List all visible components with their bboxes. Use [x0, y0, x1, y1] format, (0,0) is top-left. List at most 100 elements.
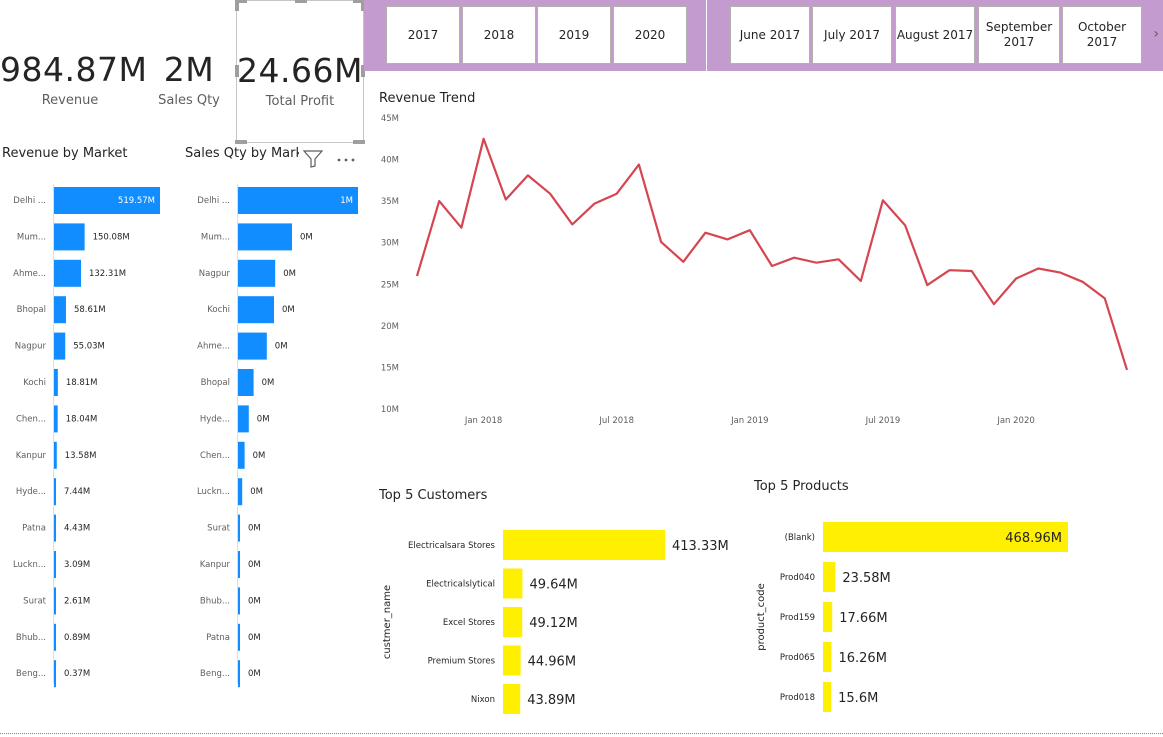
- top-customers-title: Top 5 Customers: [379, 488, 488, 503]
- category-label: Bhub...: [16, 633, 46, 643]
- month-button-september-2017[interactable]: September 2017: [978, 6, 1060, 64]
- kpi-sales-qty-card[interactable]: 2M Sales Qty: [140, 0, 238, 143]
- category-label: Hyde...: [16, 487, 46, 497]
- bar: [503, 645, 521, 676]
- data-label: 468.96M: [1005, 531, 1062, 546]
- bar: [238, 405, 249, 433]
- category-label: Nagpur: [199, 269, 231, 279]
- data-label: 3.09M: [64, 560, 90, 570]
- bar: [54, 187, 160, 214]
- resize-handle-bottom-left[interactable]: [235, 140, 247, 144]
- category-label: Nixon: [471, 695, 495, 705]
- bar: [823, 522, 1068, 552]
- category-label: Luckn...: [197, 487, 230, 497]
- more-options-icon[interactable]: [336, 157, 356, 163]
- year-button-2017[interactable]: 2017: [386, 6, 460, 64]
- data-label: 13.58M: [65, 451, 97, 461]
- chevron-right-icon[interactable]: ›: [1153, 26, 1159, 42]
- month-slicer: June 2017 July 2017 August 2017 Septembe…: [707, 0, 1163, 71]
- bar: [823, 682, 832, 712]
- y-tick-label: 20M: [381, 322, 399, 332]
- month-button-august-2017[interactable]: August 2017: [895, 6, 975, 64]
- bar: [54, 296, 66, 324]
- revenue-trend-title: Revenue Trend: [379, 91, 476, 106]
- y-tick-label: 45M: [381, 114, 399, 124]
- data-label: 0M: [283, 269, 296, 279]
- category-label: Bhub...: [200, 596, 230, 606]
- x-tick-label: Jul 2019: [865, 416, 901, 426]
- x-tick-label: Jan 2020: [996, 416, 1034, 426]
- x-tick-label: Jul 2018: [598, 416, 634, 426]
- category-label: Patna: [206, 633, 230, 643]
- data-label: 18.04M: [66, 414, 98, 424]
- data-label: 49.64M: [529, 578, 577, 593]
- data-label: 0M: [282, 305, 295, 315]
- bar: [503, 607, 523, 637]
- data-label: 0M: [248, 596, 261, 606]
- kpi-revenue-value: 984.87M: [0, 50, 148, 89]
- category-label: Nagpur: [15, 342, 47, 352]
- top-products-chart: product_code (Blank) 468.96M Prod040 23.58M P…: [756, 522, 1068, 712]
- y-tick-label: 35M: [381, 197, 399, 207]
- y-tick-label: 40M: [381, 156, 399, 166]
- data-label: 150.08M: [93, 232, 130, 242]
- month-button-june-2017[interactable]: June 2017: [730, 6, 810, 64]
- bar: [238, 187, 358, 214]
- resize-handle-top-right[interactable]: [353, 0, 365, 3]
- year-slicer: 2017 2018 2019 2020: [364, 0, 706, 71]
- bar: [238, 296, 274, 324]
- data-label: 0M: [248, 524, 261, 534]
- month-button-october-2017[interactable]: October 2017: [1062, 6, 1142, 64]
- category-label: Ahme...: [197, 342, 230, 352]
- category-label: Hyde...: [200, 414, 230, 424]
- year-button-2018[interactable]: 2018: [462, 6, 536, 64]
- kpi-revenue-card[interactable]: 984.87M Revenue: [0, 0, 148, 143]
- kpi-total-profit-card[interactable]: 24.66M Total Profit: [235, 0, 365, 144]
- resize-handle-bottom-right[interactable]: [353, 140, 365, 144]
- bar: [238, 587, 240, 615]
- kpi-revenue-label: Revenue: [41, 93, 99, 108]
- data-label: 58.61M: [74, 305, 106, 315]
- year-button-2019[interactable]: 2019: [537, 6, 611, 64]
- bar: [503, 568, 523, 599]
- data-label: 49.12M: [529, 616, 577, 631]
- bar: [54, 623, 56, 651]
- resize-handle-right-top[interactable]: [361, 0, 365, 11]
- category-label: Bhopal: [17, 305, 46, 315]
- revenue-by-market-chart: Delhi ... 519.57M Mum... 150.08M Ahme... 132.…: [13, 184, 160, 688]
- sales-qty-by-market-title: Sales Qty by Mark: [185, 146, 299, 161]
- category-label: Chen...: [16, 414, 46, 424]
- bar: [238, 441, 245, 469]
- bar: [503, 530, 665, 560]
- data-label: 43.89M: [527, 693, 575, 708]
- resize-handle-top[interactable]: [295, 0, 307, 3]
- resize-handle-left[interactable]: [235, 65, 239, 77]
- resize-handle-left-top[interactable]: [235, 0, 239, 11]
- month-button-july-2017[interactable]: July 2017: [812, 6, 892, 64]
- data-label: 0M: [248, 633, 261, 643]
- category-label: Delhi ...: [13, 196, 46, 206]
- resize-handle-right[interactable]: [361, 65, 365, 77]
- y-axis-title: custmer_name: [382, 585, 393, 659]
- category-label: Chen...: [200, 451, 230, 461]
- bar: [54, 478, 56, 506]
- data-label: 1M: [340, 196, 353, 206]
- bar: [54, 405, 58, 433]
- bar: [54, 587, 56, 615]
- data-label: 0M: [248, 669, 261, 679]
- data-label: 18.81M: [66, 378, 98, 388]
- data-label: 44.96M: [528, 655, 576, 670]
- category-label: Kochi: [23, 378, 46, 388]
- category-label: Mum...: [17, 232, 46, 242]
- sales-qty-by-market-chart: Delhi ... 1M Mum... 0M Nagpur 0M Kochi 0M Ahme..…: [197, 184, 358, 688]
- bar: [54, 441, 57, 469]
- data-label: 15.6M: [838, 691, 878, 706]
- bar: [238, 623, 240, 651]
- y-tick-label: 15M: [381, 363, 399, 373]
- category-label: Beng...: [16, 669, 46, 679]
- funnel-icon[interactable]: [303, 150, 323, 168]
- year-button-2020[interactable]: 2020: [613, 6, 687, 64]
- resize-handle-top-left[interactable]: [235, 0, 247, 3]
- bar: [238, 369, 254, 396]
- data-label: 4.43M: [64, 524, 90, 534]
